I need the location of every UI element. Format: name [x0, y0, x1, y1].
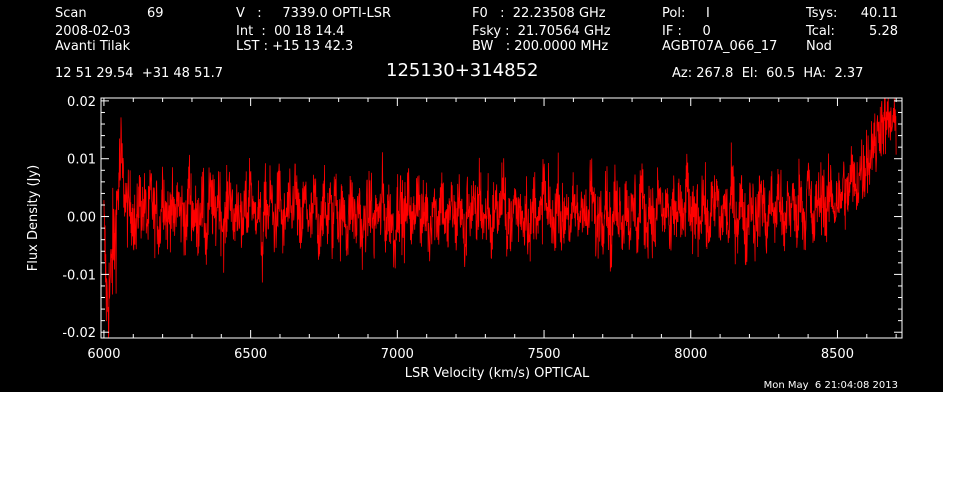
- integration-readout: Int : 00 18 14.4: [236, 24, 345, 39]
- x-axis-label: LSR Velocity (km/s) OPTICAL: [405, 366, 590, 381]
- y-tick-label: -0.02: [62, 326, 96, 341]
- spectrum-trace-layer: [103, 97, 897, 339]
- plot-timestamp: Mon May 6 21:04:08 2013: [763, 380, 898, 391]
- pointing-readout: Az: 267.8 El: 60.5 HA: 2.37: [672, 66, 864, 81]
- rest-frequency-readout: F0 : 22.23508 GHz: [472, 6, 606, 21]
- sky-frequency-readout: Fsky : 21.70564 GHz: [472, 24, 611, 39]
- lst-readout: LST : +15 13 42.3: [236, 39, 354, 54]
- bandwidth-readout: BW : 200.0000 MHz: [472, 39, 609, 54]
- y-tick-label: 0.01: [67, 153, 96, 168]
- if-readout: IF : 0: [662, 24, 711, 39]
- observer-name: Avanti Tilak: [55, 39, 131, 54]
- y-axis-label: Flux Density (Jy): [26, 165, 41, 271]
- scan-number: 69: [147, 6, 164, 21]
- y-tick-label: -0.01: [62, 268, 96, 283]
- tcal-value: 5.28: [869, 24, 898, 39]
- tick-layer: 6000 6500 7000 7500 8000 8500 -0.02 -0.01 0.00 0.…: [62, 95, 902, 362]
- y-tick-label: 0.00: [67, 211, 96, 226]
- observing-mode: Nod: [806, 39, 832, 54]
- observation-date: 2008-02-03: [55, 24, 131, 39]
- source-coordinates: 12 51 29.54 +31 48 51.7: [55, 66, 224, 81]
- x-tick-label: 7000: [381, 347, 414, 362]
- axes-layer: [100, 97, 903, 339]
- spectrum-chart: 6000 6500 7000 7500 8000 8500 -0.02 -0.01 0.00 0.…: [26, 95, 903, 381]
- x-tick-label: 6500: [234, 347, 267, 362]
- tsys-value: 40.11: [860, 6, 898, 21]
- spectrum-series-line: [103, 97, 897, 339]
- plot-frame: [100, 97, 903, 339]
- x-tick-label: 8000: [674, 347, 707, 362]
- scan-label: Scan: [55, 6, 87, 21]
- y-tick-label: 0.02: [67, 95, 96, 110]
- project-id: AGBT07A_066_17: [662, 39, 778, 54]
- tsys-label: Tsys:: [806, 6, 838, 21]
- spectrum-plot-panel: 6000 6500 7000 7500 8000 8500 -0.02 -0.01 0.00 0.…: [0, 0, 943, 392]
- x-tick-label: 8500: [821, 347, 854, 362]
- source-title: 125130+314852: [386, 60, 539, 81]
- tcal-label: Tcal:: [806, 24, 835, 39]
- velocity-readout: V : 7339.0 OPTI-LSR: [236, 6, 392, 21]
- x-tick-label: 7500: [527, 347, 560, 362]
- polarization-readout: Pol: I: [662, 6, 710, 21]
- x-tick-label: 6000: [87, 347, 120, 362]
